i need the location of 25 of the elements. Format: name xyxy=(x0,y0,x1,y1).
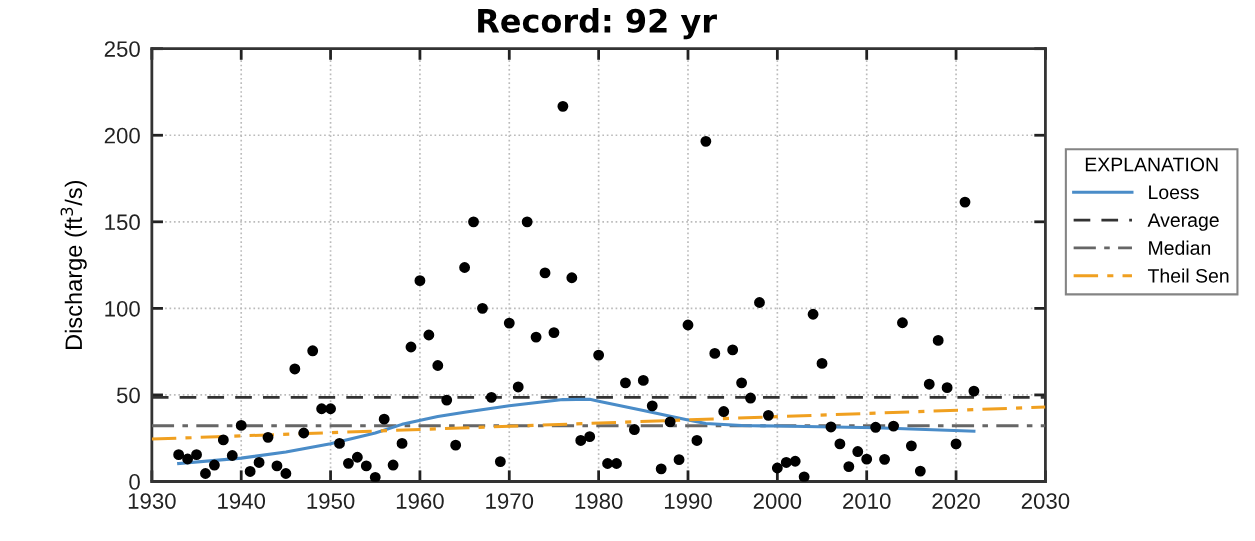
y-tick-label: 50 xyxy=(116,387,140,404)
x-tick-label: 1960 xyxy=(396,493,444,509)
x-tick-label: 1950 xyxy=(307,493,355,509)
legend-label: Loess xyxy=(1149,185,1199,200)
legend-title: EXPLANATION xyxy=(1085,157,1218,172)
chart-title: Record: 92 yr xyxy=(478,8,717,40)
x-tick-label: 1980 xyxy=(575,493,623,509)
legend-label: Theil Sen xyxy=(1147,268,1229,283)
y-tick-label: 150 xyxy=(105,214,140,231)
y-tick-label: 250 xyxy=(104,41,140,57)
legend-label: Average xyxy=(1147,213,1219,231)
x-tick-label: 2020 xyxy=(932,493,980,509)
y-tick-label: 100 xyxy=(105,300,140,317)
line-series xyxy=(177,397,976,466)
x-tick-label: 1970 xyxy=(486,493,534,509)
x-tick-label: 2000 xyxy=(753,493,802,509)
y-tick-label: 200 xyxy=(104,127,140,144)
x-tick-label: 2010 xyxy=(843,493,891,509)
y-tick-label: 0 xyxy=(129,474,140,490)
legend-label: Median xyxy=(1149,240,1211,255)
x-tick-label: 2030 xyxy=(1021,493,1070,509)
x-tick-label: 1990 xyxy=(664,493,712,509)
y-axis-title: Discharge (ft$^{3}$/s) xyxy=(60,180,87,349)
x-tick-label: 1940 xyxy=(218,493,266,509)
x-tick-label: 1930 xyxy=(128,493,176,509)
